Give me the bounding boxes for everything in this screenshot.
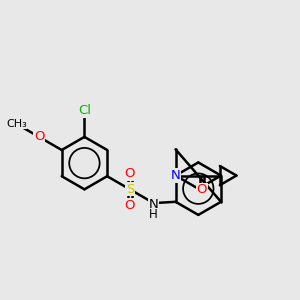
Text: S: S bbox=[126, 183, 134, 196]
Text: O: O bbox=[196, 184, 207, 196]
Text: N: N bbox=[171, 169, 181, 182]
Text: O: O bbox=[34, 130, 44, 143]
Text: H: H bbox=[148, 208, 157, 221]
Text: O: O bbox=[124, 167, 135, 180]
Text: N: N bbox=[149, 198, 159, 211]
Text: O: O bbox=[124, 199, 135, 212]
Text: CH₃: CH₃ bbox=[6, 119, 27, 129]
Text: Cl: Cl bbox=[78, 104, 91, 117]
